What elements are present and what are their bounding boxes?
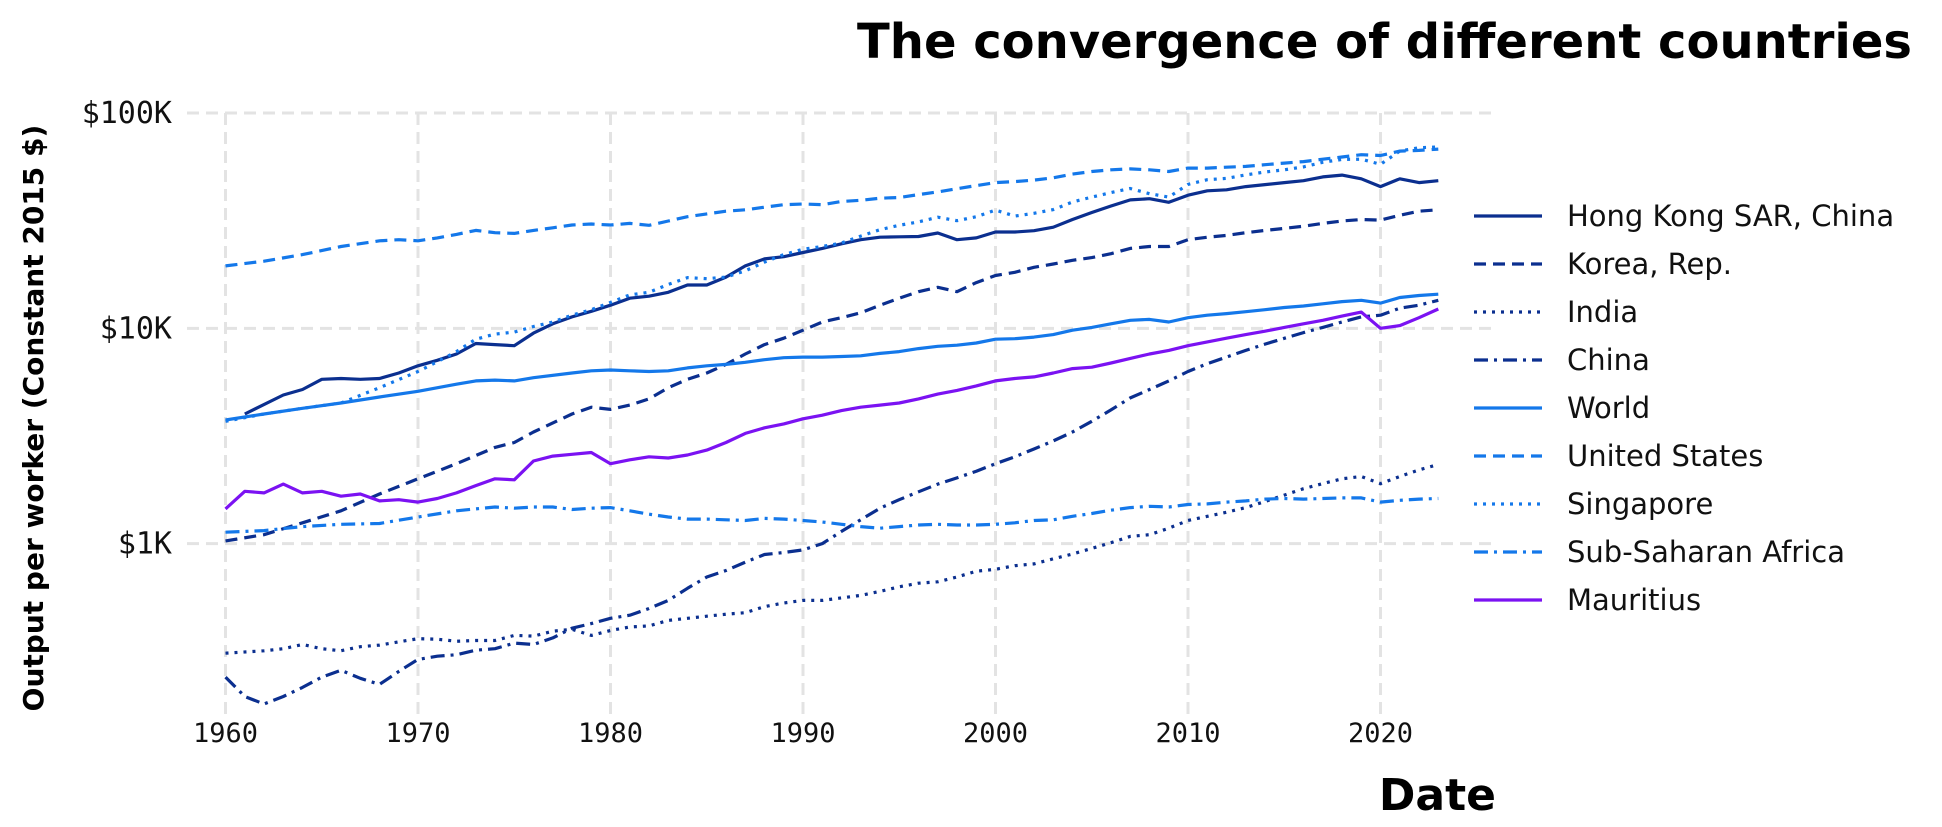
series-line-korea-rep: [225, 208, 1439, 543]
series-line-mauritius: [224, 307, 1439, 511]
legend: Hong Kong SAR, China Korea, Rep. India Chin…: [1474, 199, 1894, 617]
y-axis-label: Output per worker (Constant 2015 $): [17, 125, 50, 712]
series-line-sub-saharan-africa: [225, 496, 1439, 534]
legend-label: China: [1567, 343, 1650, 377]
y-tick-labels: $1K $10K $100K: [82, 96, 172, 562]
series-line-india: [225, 462, 1439, 655]
x-axis-label: Date: [1379, 770, 1496, 821]
y-tick-label: $100K: [82, 96, 172, 131]
series-line-hong-kong-sar-china: [244, 173, 1439, 416]
x-tick-labels: 1960 1970 1980 1990 2000 2010 2020: [193, 718, 1413, 749]
legend-label: United States: [1567, 439, 1763, 473]
legend-label: Korea, Rep.: [1567, 247, 1732, 281]
legend-label: India: [1567, 295, 1638, 329]
x-tick-label: 2000: [963, 718, 1028, 749]
x-tick-label: 1970: [385, 718, 450, 749]
y-tick-label: $10K: [100, 311, 172, 346]
x-tick-label: 1980: [578, 718, 643, 749]
x-tick-label: 2020: [1348, 718, 1413, 749]
x-tick-label: 1990: [770, 718, 835, 749]
series-line-singapore: [225, 145, 1439, 423]
series-line-united-states: [225, 147, 1439, 268]
x-tick-label: 2010: [1155, 718, 1220, 749]
x-tick-label: 1960: [193, 718, 258, 749]
legend-label: Singapore: [1567, 487, 1713, 521]
y-tick-label: $1K: [118, 527, 172, 562]
series-lines: [224, 145, 1439, 706]
grid-lines: [187, 111, 1496, 715]
chart-title: The convergence of different countries: [857, 14, 1912, 70]
legend-label: World: [1567, 391, 1650, 425]
legend-label: Mauritius: [1567, 583, 1701, 617]
legend-label: Hong Kong SAR, China: [1567, 199, 1894, 233]
legend-label: Sub-Saharan Africa: [1567, 535, 1845, 569]
series-line-world: [225, 292, 1439, 422]
